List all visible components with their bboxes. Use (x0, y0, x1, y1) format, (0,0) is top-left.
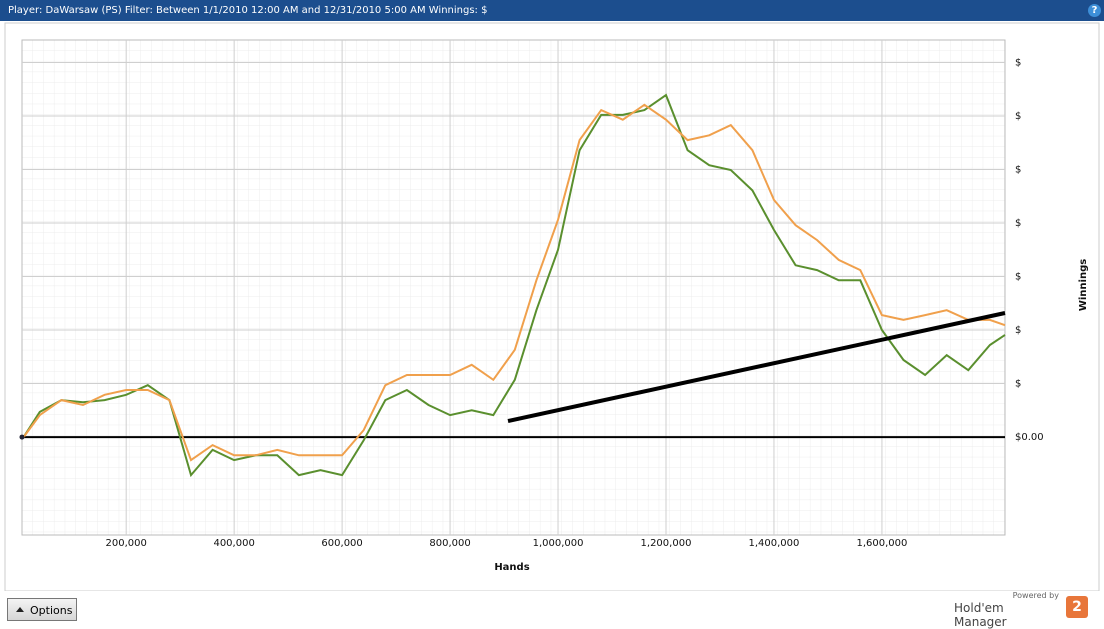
chart-frame (4, 22, 1100, 591)
product-name: Hold'em Manager (954, 601, 1007, 629)
origin-dot (19, 434, 25, 440)
chart: Hands Winnings Net WonAll-In EV $0.00$$$… (4, 22, 1100, 591)
annotation-trend-line (507, 311, 1006, 423)
y-tick-label: $ (1015, 111, 1021, 122)
x-tick-label: 600,000 (321, 538, 362, 549)
series-line (22, 93, 1006, 478)
y-tick-label: $ (1015, 57, 1021, 68)
y-tick-label: $0.00 (1015, 432, 1044, 443)
logo: 2 (1066, 596, 1088, 618)
y-tick-label: $ (1015, 325, 1021, 336)
x-tick-label: 1,600,000 (856, 538, 907, 549)
help-button[interactable]: ? (1088, 4, 1101, 17)
y-axis-label: Winnings (1078, 259, 1089, 311)
plot-area (21, 39, 1006, 536)
x-tick-label: 800,000 (429, 538, 470, 549)
series-line (22, 103, 1006, 462)
branding: Powered by Hold'em Manager 2 (954, 591, 1094, 629)
y-tick-label: $ (1015, 379, 1021, 390)
powered-by: Powered by (1012, 591, 1059, 600)
x-tick-label: 1,200,000 (641, 538, 692, 549)
y-tick-label: $ (1015, 218, 1021, 229)
y-tick-label: $ (1015, 165, 1021, 176)
y-tick-label: $ (1015, 272, 1021, 283)
x-tick-label: 1,000,000 (533, 538, 584, 549)
x-tick-label: 400,000 (213, 538, 254, 549)
header-title: Player: DaWarsaw (PS) Filter: Between 1/… (8, 5, 488, 16)
x-tick-label: 200,000 (106, 538, 147, 549)
x-tick-label: 1,400,000 (749, 538, 800, 549)
options-button[interactable]: Options (7, 598, 77, 621)
header-bar: Player: DaWarsaw (PS) Filter: Between 1/… (0, 0, 1104, 21)
x-axis-label: Hands (494, 562, 529, 573)
